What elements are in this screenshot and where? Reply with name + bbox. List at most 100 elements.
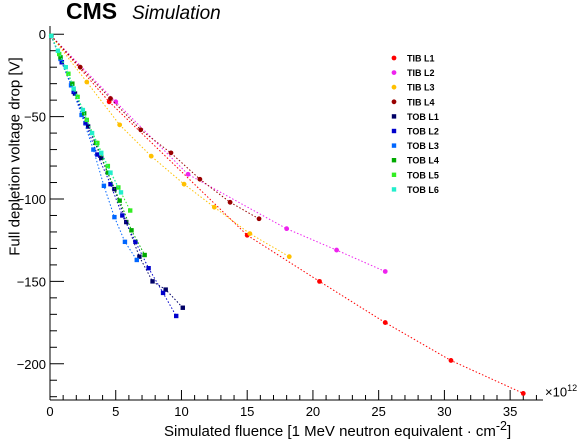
- legend: TIB L1 TIB L2 TIB L3 TIB L4 TOB L1 TOB L2 TOB …: [391, 54, 439, 195]
- data-point: [122, 239, 128, 245]
- data-point: [180, 305, 185, 310]
- data-point: [120, 213, 125, 218]
- x-axis-multiplier-base: ×10: [545, 384, 568, 400]
- legend-marker: [391, 99, 397, 105]
- data-point: [127, 208, 133, 213]
- data-point: [382, 320, 388, 325]
- legend-entry-label: TOB L1: [407, 112, 439, 122]
- data-point: [317, 278, 322, 284]
- data-point: [108, 170, 113, 175]
- data-point: [55, 48, 61, 53]
- data-point: [148, 153, 154, 159]
- y-tick-label: −50: [24, 110, 46, 125]
- y-tick-label: −100: [17, 192, 46, 207]
- data-point: [382, 269, 388, 274]
- series-line: [50, 35, 290, 258]
- data-point: [89, 130, 95, 136]
- data-point: [117, 198, 122, 203]
- x-axis-label-exponent: -2: [495, 419, 507, 433]
- series-10: [49, 33, 124, 195]
- x-tick-label: 15: [240, 404, 254, 419]
- data-point: [227, 199, 233, 205]
- data-point: [284, 226, 290, 232]
- data-point: [211, 204, 217, 210]
- data-point: [168, 150, 174, 156]
- data-point: [99, 155, 104, 161]
- legend-marker: [391, 187, 397, 192]
- legend-entry-label: TOB L4: [407, 156, 439, 166]
- data-point: [77, 64, 83, 70]
- data-point: [133, 239, 138, 245]
- data-point: [150, 279, 155, 284]
- legend-entry-label: TOB L6: [407, 185, 439, 195]
- series-6: [49, 33, 179, 319]
- data-point: [256, 216, 262, 222]
- x-axis-multiplier: ×1012: [545, 383, 577, 399]
- x-tick-label: 10: [174, 404, 188, 419]
- data-point: [63, 64, 68, 70]
- data-point: [95, 152, 100, 157]
- data-point: [138, 127, 144, 133]
- legend-marker: [391, 143, 397, 148]
- legend-marker: [391, 128, 397, 134]
- data-point: [49, 33, 54, 39]
- legend-entry-label: TOB L3: [407, 141, 439, 151]
- legend-entry-label: TIB L2: [407, 68, 435, 78]
- x-tick-label: 20: [306, 404, 320, 419]
- legend-marker: [391, 70, 397, 75]
- legend-entry-label: TIB L1: [407, 54, 435, 64]
- legend-entry-label: TOB L5: [407, 170, 439, 180]
- data-point: [108, 96, 113, 101]
- data-point: [117, 122, 123, 128]
- x-axis-label: Simulated fluence [1 MeV neutron equival…: [164, 419, 511, 440]
- data-point: [95, 140, 100, 146]
- legend-entry-label: TOB L2: [407, 127, 439, 137]
- data-point: [181, 181, 187, 187]
- data-point: [108, 181, 113, 187]
- y-tick-label: 0: [39, 27, 46, 42]
- data-point: [160, 290, 166, 296]
- data-point: [83, 121, 88, 126]
- legend-marker: [391, 172, 397, 177]
- y-tick-label: −200: [17, 357, 46, 372]
- data-point: [66, 71, 71, 76]
- data-point: [124, 219, 129, 225]
- data-point: [163, 287, 168, 292]
- x-tick-label: 25: [371, 404, 385, 419]
- data-point: [85, 124, 91, 129]
- series-4: [48, 33, 262, 222]
- data-point: [80, 107, 86, 113]
- x-tick-label: 0: [46, 404, 53, 419]
- data-point: [58, 55, 63, 60]
- cms-label: CMS: [66, 0, 118, 24]
- data-point: [99, 150, 104, 156]
- data-point: [79, 112, 84, 118]
- legend-entry-label: TIB L3: [407, 83, 435, 93]
- data-point: [334, 247, 339, 253]
- series-line: [50, 35, 184, 309]
- data-point: [112, 214, 117, 220]
- x-axis-multiplier-exp: 12: [567, 383, 578, 393]
- series-layer: [48, 33, 526, 396]
- x-axis-label-end: ]: [506, 423, 512, 440]
- data-point: [146, 265, 151, 271]
- data-point: [91, 147, 96, 152]
- data-point: [75, 94, 80, 100]
- data-point: [84, 79, 90, 85]
- data-point: [105, 170, 111, 175]
- data-point: [57, 51, 62, 57]
- data-point: [101, 183, 107, 189]
- y-tick-label: −150: [17, 274, 46, 289]
- legend-marker: [391, 55, 397, 61]
- data-point: [70, 81, 75, 86]
- x-tick-label: 35: [503, 404, 517, 419]
- series-7: [49, 33, 139, 263]
- data-point: [448, 358, 454, 363]
- data-point: [520, 391, 526, 396]
- data-point: [142, 252, 147, 258]
- data-point: [134, 257, 139, 263]
- legend-marker: [391, 158, 397, 163]
- data-point: [113, 99, 119, 105]
- axes: 0 5 10 15 20 25 30 35 0 −50 −100 −150 −200: [17, 26, 543, 419]
